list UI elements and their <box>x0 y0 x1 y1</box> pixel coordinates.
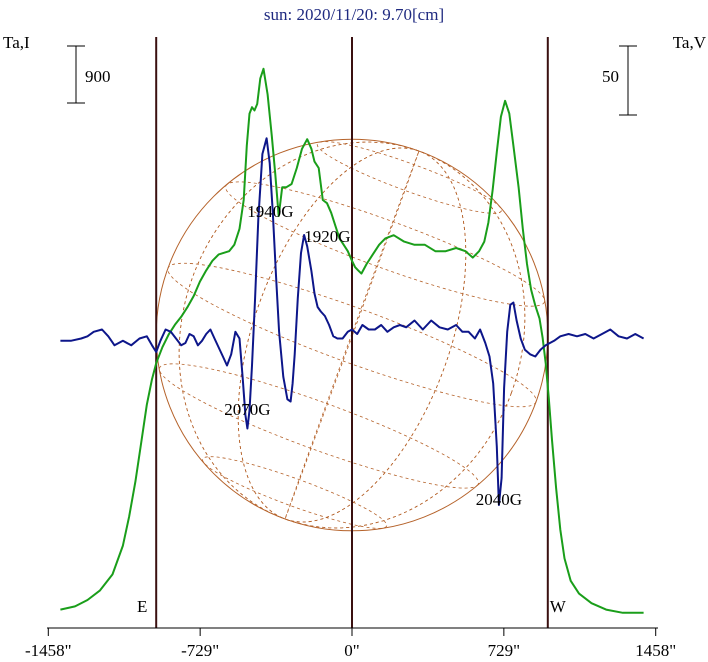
annotation-label: 1940G <box>247 202 293 221</box>
limb-label: E <box>137 597 147 616</box>
x-axis: -1458" -729" 0" 729" 1458" <box>25 627 676 660</box>
scale-bar-label: 900 <box>85 67 111 86</box>
x-tick-label: -1458" <box>25 641 72 660</box>
sun-longitude-line <box>178 141 526 529</box>
left-axis-label: Ta,I <box>3 33 30 52</box>
limb-label: W <box>550 597 567 616</box>
right-axis-label: Ta,V <box>673 33 707 52</box>
chart-title: sun: 2020/11/20: 9.70[cm] <box>264 5 444 24</box>
x-tick-label: 1458" <box>635 641 676 660</box>
scale-bar-label: 50 <box>602 67 619 86</box>
annotation-label: 2040G <box>476 490 522 509</box>
x-tick-label: 729" <box>488 641 520 660</box>
series-line-V <box>60 137 645 506</box>
annotation-label: 2070G <box>224 400 270 419</box>
x-tick-label: 0" <box>344 641 359 660</box>
annotation-label: 1920G <box>304 227 350 246</box>
series-group <box>60 67 645 614</box>
scale-bars: 900 50 <box>67 45 637 116</box>
x-tick-label: -729" <box>181 641 219 660</box>
sun-latitude-line <box>202 456 388 529</box>
annotations: 1940G 1920G 2070G 2040G <box>224 202 522 509</box>
series-line-I <box>60 67 644 614</box>
